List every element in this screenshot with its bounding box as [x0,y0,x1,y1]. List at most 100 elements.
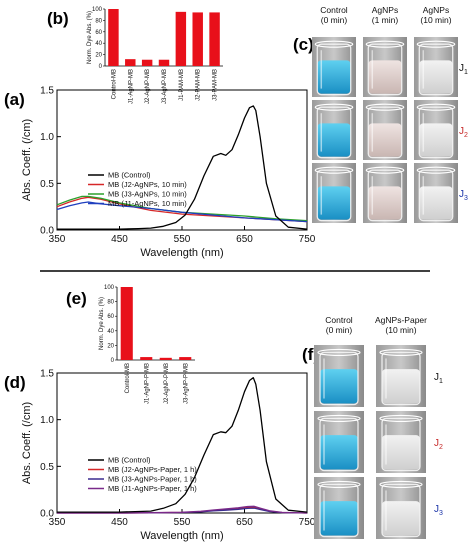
chart-e-category-label: J3-AgNP-P-MB [183,363,189,404]
photo-f-beaker [314,345,364,407]
photo-f-row-label-sub: 3 [439,510,443,517]
photo-f-row-label-sub: 2 [439,444,443,451]
chart-d-xtick-label: 450 [111,517,128,528]
beaker-liquid [382,369,420,404]
beaker-rim [365,40,405,48]
chart-d-series [57,377,308,514]
photo-c-row-label-sub: 2 [464,132,468,139]
beaker-liquid [317,123,351,157]
chart-b-category-label: J3-AgNP-MB [162,69,168,104]
panel-letter-c: (c) [293,35,314,54]
chart-b-bar [158,59,170,66]
chart-d-ytick-label: 0.0 [40,509,54,520]
beaker-rim [317,480,361,489]
photo-c-header-line1: Control [320,5,348,15]
chart-b-ytick-label: 20 [95,53,102,59]
beaker-glass [367,43,403,96]
photo-c-beaker [312,100,356,160]
beaker-rim [416,103,456,111]
chart-b-category-label: J1-PAM-MB [179,69,185,101]
chart-b-ytick-label: 100 [92,7,103,13]
beaker-glass [319,417,359,472]
chart-d-legend-label: MB (J2-AgNPs-Paper, 1 h) [108,465,197,474]
beaker-liquid [320,369,358,404]
beaker-rim [314,166,354,174]
photo-f-beaker [376,345,426,407]
beaker-rim [379,480,423,489]
chart-e-ytick-label: 0 [111,358,115,364]
chart-b-bar [175,11,187,67]
photo-c-beaker [363,163,407,223]
photo-c-header-line2: (1 min) [372,15,399,25]
chart-d-legend-label: MB (Control) [108,456,151,465]
chart-d-xlabel: Wavelength (nm) [140,530,223,542]
beaker-rim [317,348,361,357]
beaker-liquid [368,60,402,94]
beaker-glass [381,417,421,472]
photo-c-beaker [312,163,356,223]
beaker-glass [316,106,352,159]
chart-b-ylabel: Norm. Dye Abs. (%) [87,11,93,64]
beaker-liquid [419,60,453,94]
panel-letter-b: (b) [47,9,69,28]
chart-e-bar [120,287,133,360]
chart-e-category-label: Control-MB [125,363,131,393]
photo-f-cells [314,345,426,539]
photo-f-header-line1: AgNPs-Paper [375,315,427,325]
chart-b-ytick-label: 60 [95,30,102,36]
chart-a-xlabel: Wavelength (nm) [140,247,223,259]
chart-e-axes: 0 20 40 60 80 100 Norm. Dye Abs. (%) Control-MB… [99,285,195,404]
chart-a-absorbance: 350 450 550 650 750 0.0 0.5 1.0 1.5 Wavelength (n… [21,86,316,260]
panel-letter-d: (d) [4,373,26,392]
chart-e-ytick-label: 100 [104,285,115,291]
chart-a-series [56,105,308,230]
chart-b-category-label: J1-AgNP-MB [128,69,134,104]
photo-f-beaker [376,411,426,473]
panel-letter-a: (a) [4,90,25,109]
chart-e-ylabel: Norm. Dye Abs. (%) [99,297,105,350]
chart-b-ytick-label: 0 [99,64,103,70]
chart-b-category-label: J2-PAM-MB [196,69,202,101]
panel-letter-e: (e) [66,289,87,308]
chart-a-xtick-label: 750 [299,234,316,245]
chart-d-series-line [57,505,308,514]
beaker-glass [319,483,359,538]
beaker-liquid [419,186,453,220]
beaker-liquid [382,501,420,536]
chart-b-category-label: J2-AgNP-MB [145,69,151,104]
photo-c-row-labels: J1 J2 J3 [459,63,468,202]
chart-a-legend-label: MB (Control) [108,171,151,180]
chart-e-bar [179,357,192,360]
beaker-rim [379,348,423,357]
photo-c-beaker [363,37,407,97]
beaker-rim [365,103,405,111]
chart-a-xtick-label: 350 [49,234,66,245]
chart-b-ytick-label: 40 [95,41,102,47]
chart-d-xtick-label: 650 [236,517,253,528]
photo-c-headers: Control(0 min)AgNPs(1 min)AgNPs(10 min) [320,5,451,25]
beaker-glass [381,351,421,406]
chart-b-bars [108,9,220,67]
chart-a-ytick-label: 0.0 [40,226,54,237]
chart-a-ylabel: Abs. Coeff. (/cm) [21,119,33,201]
photo-c-header-line2: (10 min) [420,15,451,25]
chart-a-legend: MB (Control)MB (J2-AgNPs, 10 min)MB (J3-… [88,171,187,208]
chart-a-legend-label: MB (J1-AgNPs, 10 min) [108,199,187,208]
beaker-rim [416,166,456,174]
chart-b-category-label: J3-PAM-MB [213,69,219,101]
chart-d-ylabel: Abs. Coeff. (/cm) [21,402,33,484]
photo-f-header-line1: Control [325,315,353,325]
chart-d-series-line [57,377,308,513]
photo-c-beaker [414,37,458,97]
photo-f-row-label: J1 [434,372,443,385]
photo-f-header-line2: (0 min) [326,325,353,335]
chart-d-legend: MB (Control)MB (J2-AgNPs-Paper, 1 h)MB (… [88,456,197,493]
chart-a-ytick-label: 1.0 [40,132,54,143]
chart-a-series-line [56,195,308,222]
chart-d-xtick-label: 750 [299,517,316,528]
chart-a-xtick-label: 450 [111,234,128,245]
chart-d-axes: 350 450 550 650 750 0.0 0.5 1.0 1.5 Wavelength (n… [21,369,316,543]
